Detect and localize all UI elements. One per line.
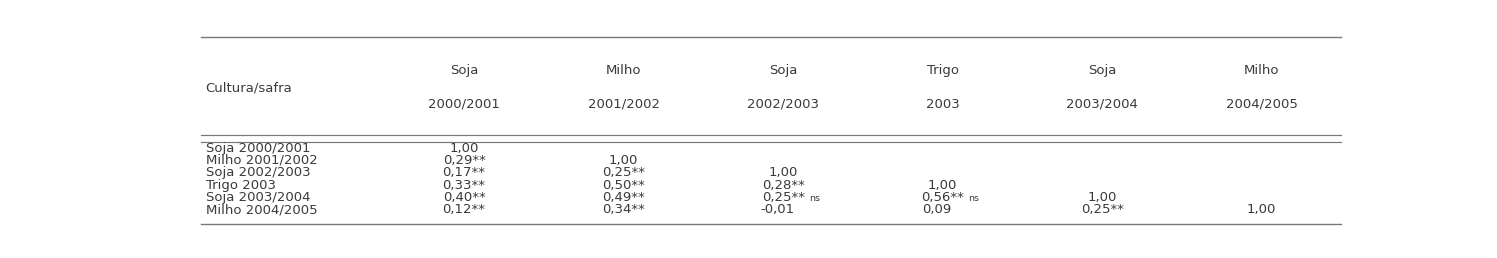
Text: Milho 2001/2002: Milho 2001/2002 (205, 154, 317, 167)
Text: ns: ns (969, 194, 979, 203)
Text: 2003/2004: 2003/2004 (1066, 98, 1138, 111)
Text: 0,56**: 0,56** (921, 191, 964, 204)
Text: 1,00: 1,00 (1087, 191, 1117, 204)
Text: 0,33**: 0,33** (443, 179, 485, 192)
Text: 0,29**: 0,29** (443, 154, 485, 167)
Text: 0,25**: 0,25** (602, 166, 645, 179)
Text: Soja: Soja (1088, 64, 1117, 77)
Text: 0,40**: 0,40** (443, 191, 485, 204)
Text: 2003: 2003 (925, 98, 960, 111)
Text: Trigo: Trigo (927, 64, 958, 77)
Text: 0,34**: 0,34** (602, 203, 645, 216)
Text: Soja 2002/2003: Soja 2002/2003 (205, 166, 310, 179)
Text: 0,49**: 0,49** (602, 191, 645, 204)
Text: Soja 2000/2001: Soja 2000/2001 (205, 142, 310, 155)
Text: Cultura/safra: Cultura/safra (205, 81, 292, 94)
Text: 2002/2003: 2002/2003 (747, 98, 819, 111)
Text: 1,00: 1,00 (449, 142, 479, 155)
Text: 0,25**: 0,25** (1081, 203, 1124, 216)
Text: Soja: Soja (769, 64, 798, 77)
Text: 1,00: 1,00 (609, 154, 638, 167)
Text: 1,00: 1,00 (768, 166, 798, 179)
Text: 2001/2002: 2001/2002 (588, 98, 660, 111)
Text: 0,50**: 0,50** (602, 179, 645, 192)
Text: 0,25**: 0,25** (762, 191, 805, 204)
Text: -0,01: -0,01 (760, 203, 795, 216)
Text: 1,00: 1,00 (1247, 203, 1277, 216)
Text: Soja 2003/2004: Soja 2003/2004 (205, 191, 310, 204)
Text: Milho: Milho (606, 64, 641, 77)
Text: 0,09: 0,09 (922, 203, 952, 216)
Text: 0,17**: 0,17** (443, 166, 485, 179)
Text: 0,28**: 0,28** (762, 179, 804, 192)
Text: 1,00: 1,00 (928, 179, 958, 192)
Text: Milho: Milho (1244, 64, 1280, 77)
Text: 2000/2001: 2000/2001 (428, 98, 500, 111)
Text: Trigo 2003: Trigo 2003 (205, 179, 275, 192)
Text: 2004/2005: 2004/2005 (1226, 98, 1298, 111)
Text: Milho 2004/2005: Milho 2004/2005 (205, 203, 317, 216)
Text: 0,12**: 0,12** (443, 203, 485, 216)
Text: Soja: Soja (451, 64, 479, 77)
Text: ns: ns (808, 194, 820, 203)
